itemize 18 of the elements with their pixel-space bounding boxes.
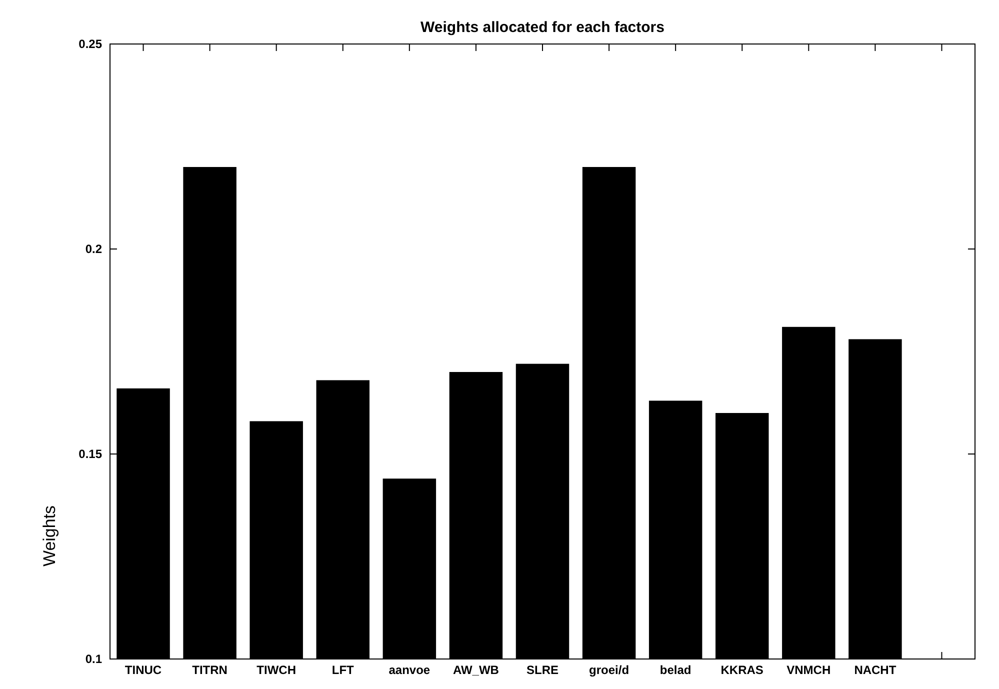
x-tick-label: TITRN — [192, 663, 228, 677]
chart-title: Weights allocated for each factors — [420, 19, 664, 36]
x-tick-label: TINUC — [124, 663, 162, 677]
x-tick-label: AW_WB — [452, 663, 500, 677]
x-tick-label: VNMCH — [786, 663, 831, 677]
y-tick-label: 0.15 — [78, 447, 102, 462]
y-tick-label: 0.1 — [85, 652, 102, 666]
x-tick-label: TIWCH — [256, 663, 296, 677]
x-tick-label: LFT — [332, 663, 355, 677]
x-tick-label: NACHT — [854, 663, 897, 677]
y-tick-label: 0.2 — [85, 242, 102, 256]
y-axis-title: Weights — [40, 505, 59, 567]
y-tick-label: 0.25 — [78, 37, 102, 52]
x-tick-label: SLRE — [526, 663, 559, 677]
x-tick-label: belad — [660, 663, 692, 677]
x-tick-label: groei/d — [589, 663, 630, 677]
x-tick-label: KKRAS — [720, 663, 764, 677]
x-tick-label: aanvoe — [388, 663, 430, 677]
